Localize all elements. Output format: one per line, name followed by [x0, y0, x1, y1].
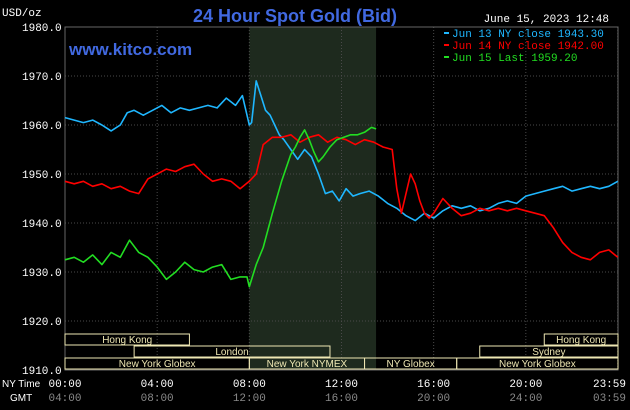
- legend-label: Jun 13 NY close 1943.30: [452, 29, 604, 41]
- x-tick-label: 16:00: [417, 379, 450, 391]
- session-label: New York NYMEX: [267, 359, 348, 370]
- chart-title: 24 Hour Spot Gold (Bid): [193, 6, 397, 26]
- plot-frame: [64, 26, 619, 371]
- gmt-tick-label: 04:00: [48, 393, 81, 405]
- gmt-label: GMT: [10, 393, 32, 404]
- legend-label: Jun 14 NY close 1942.00: [452, 41, 604, 53]
- x-tick-label: 12:00: [325, 379, 358, 391]
- legend-swatch: [444, 56, 449, 58]
- y-tick-label: 1920.0: [22, 317, 62, 329]
- x-tick-label: 04:00: [141, 379, 174, 391]
- series-line: [64, 80, 619, 222]
- gmt-tick-label: 03:59: [593, 393, 626, 405]
- x-tick-label: 00:00: [48, 379, 81, 391]
- y-tick-label: 1950.0: [22, 170, 62, 182]
- session-bar-frame: [543, 333, 619, 346]
- y-tick-label: 1930.0: [22, 268, 62, 280]
- session-label: Sydney: [532, 347, 565, 358]
- session-bar: Sydney: [479, 345, 619, 358]
- session-bar: London: [133, 345, 331, 358]
- session-label: New York Globex: [499, 359, 576, 370]
- grid-layer: [64, 26, 619, 371]
- x-tick-label: 20:00: [509, 379, 542, 391]
- series-line: [64, 134, 619, 261]
- series-layer: [64, 80, 619, 288]
- gmt-tick-label: 24:00: [509, 393, 542, 405]
- y-tick-label: 1980.0: [22, 23, 62, 35]
- session-bar-frame: [479, 345, 619, 358]
- gmt-tick-label: 16:00: [325, 393, 358, 405]
- y-tick-label: 1910.0: [22, 366, 62, 378]
- gmt-tick-label: 08:00: [141, 393, 174, 405]
- session-label: Hong Kong: [102, 335, 152, 346]
- y-tick-label: 1960.0: [22, 121, 62, 133]
- legend-label: Jun 15 Last 1959.20: [452, 53, 577, 65]
- session-bar: New York Globex: [456, 357, 619, 370]
- x-tick-label: 08:00: [233, 379, 266, 391]
- session-label: Hong Kong: [556, 335, 606, 346]
- axis-layer: 1910.0 1920.0 1930.0 1940.0 1950.0 1960.0 1970…: [22, 23, 626, 405]
- gmt-tick-label: 20:00: [417, 393, 450, 405]
- unit-label: USD/oz: [2, 8, 42, 20]
- series-line: [64, 126, 377, 288]
- website-link[interactable]: www.kitco.com: [68, 40, 192, 59]
- y-tick-label: 1940.0: [22, 219, 62, 231]
- ny-time-label: NY Time: [2, 379, 41, 390]
- y-tick-label: 1970.0: [22, 72, 62, 84]
- highlight-shade-layer: [249, 27, 377, 370]
- session-bar-frame: [133, 345, 331, 358]
- x-tick-label: 23:59: [593, 379, 626, 391]
- session-bar-frame: [456, 357, 619, 370]
- legend-swatch: [444, 44, 449, 46]
- nymex-hours-shade: [249, 27, 377, 370]
- session-bar-frame: [64, 333, 190, 346]
- session-label: New York Globex: [119, 359, 196, 370]
- session-bar: Hong Kong: [543, 333, 619, 346]
- date-stamp: June 15, 2023 12:48: [484, 14, 609, 26]
- session-label: NY Globex: [387, 359, 435, 370]
- gmt-tick-label: 12:00: [233, 393, 266, 405]
- session-bar: Hong Kong: [64, 333, 190, 346]
- session-label: London: [215, 347, 248, 358]
- legend-swatch: [444, 32, 449, 34]
